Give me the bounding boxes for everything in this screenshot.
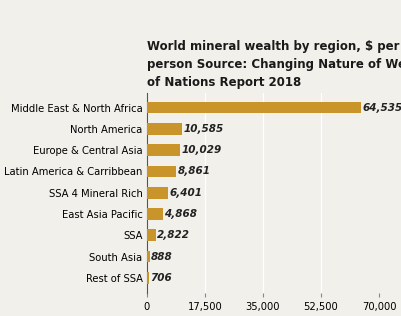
Text: 888: 888 bbox=[151, 252, 173, 262]
Bar bbox=[147, 272, 149, 284]
Text: 706: 706 bbox=[150, 273, 172, 283]
Bar bbox=[147, 187, 168, 198]
Bar bbox=[147, 123, 182, 135]
Bar bbox=[147, 144, 180, 156]
Text: 2,822: 2,822 bbox=[158, 230, 190, 240]
Text: 10,029: 10,029 bbox=[181, 145, 222, 155]
Text: 10,585: 10,585 bbox=[183, 124, 223, 134]
Text: World mineral wealth by region, $ per
person Source: Changing Nature of Wealth
o: World mineral wealth by region, $ per pe… bbox=[147, 40, 401, 89]
Bar bbox=[147, 229, 156, 241]
Text: 4,868: 4,868 bbox=[164, 209, 197, 219]
Bar bbox=[147, 208, 163, 220]
Bar bbox=[147, 251, 150, 262]
Text: 6,401: 6,401 bbox=[169, 188, 202, 198]
Text: 8,861: 8,861 bbox=[178, 167, 211, 176]
Bar bbox=[147, 102, 361, 113]
Text: 64,535: 64,535 bbox=[362, 103, 401, 112]
Bar bbox=[147, 166, 176, 177]
